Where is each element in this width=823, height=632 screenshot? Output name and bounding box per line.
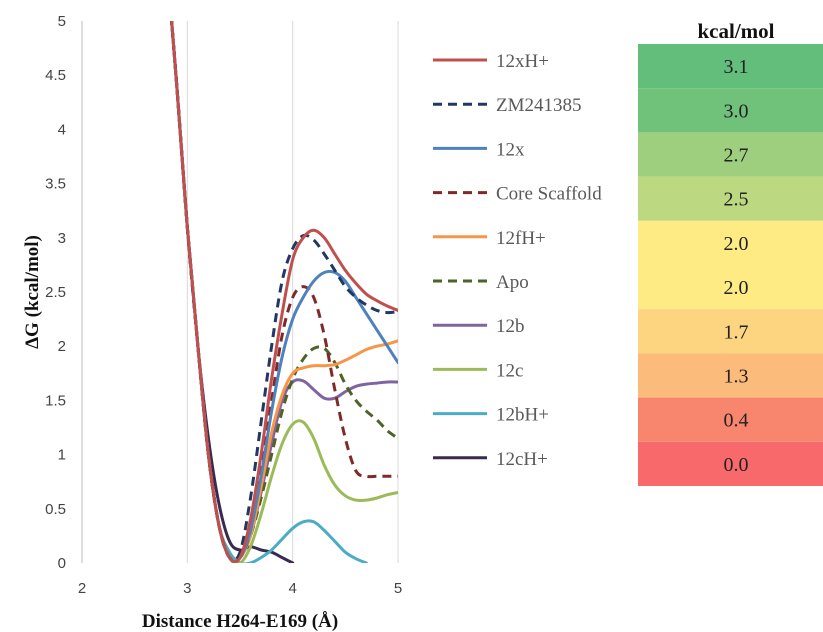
series-lines — [170, 21, 398, 563]
heat-cell — [638, 88, 823, 133]
heat-cell-label: 1.3 — [724, 366, 749, 388]
legend-label: Apo — [496, 272, 529, 293]
heat-cell — [638, 353, 823, 398]
legend-label: 12x — [496, 139, 525, 160]
legend-label: 12fH+ — [496, 228, 546, 249]
y-tick-label: 5 — [58, 13, 66, 30]
heat-cell-label: 0.0 — [724, 454, 749, 476]
heat-cell-label: 0.4 — [724, 410, 749, 432]
heat-cell-label: 1.7 — [724, 321, 749, 343]
y-tick-label: 1.5 — [45, 392, 66, 409]
y-tick-label: 3 — [58, 230, 66, 247]
heat-cell-label: 2.0 — [724, 277, 749, 299]
heat-cell — [638, 220, 823, 265]
x-axis-ticks: 2 3 4 5 — [78, 580, 402, 597]
y-tick-label: 2 — [58, 338, 66, 355]
heat-table: kcal/mol 3.1 3.0 2.7 2.5 2.0 2.0 1.7 1.3 0.4 0.0 — [638, 19, 823, 486]
series-line — [170, 21, 398, 563]
y-tick-label: 4.5 — [45, 67, 66, 84]
y-tick-label: 4 — [58, 121, 66, 138]
series-line — [170, 21, 295, 563]
series-line — [170, 21, 398, 563]
plot-area — [170, 21, 398, 563]
x-tick-label: 5 — [394, 580, 402, 597]
series-line — [170, 21, 398, 563]
y-tick-label: 0.5 — [45, 501, 66, 518]
heat-table-header: kcal/mol — [698, 19, 775, 43]
heat-cell — [638, 176, 823, 221]
x-tick-label: 3 — [183, 580, 191, 597]
heat-cell — [638, 44, 823, 89]
y-axis-title: ΔG (kcal/mol) — [22, 235, 43, 349]
series-line — [170, 21, 398, 563]
legend-label: 12b — [496, 316, 525, 337]
series-line — [170, 21, 398, 562]
legend-label: 12c — [496, 360, 523, 381]
heat-cell — [638, 397, 823, 442]
heat-cell — [638, 441, 823, 486]
heat-cell-label: 3.1 — [724, 56, 749, 78]
heat-cell — [638, 309, 823, 354]
x-axis-title: Distance H264-E169 (Å) — [142, 611, 338, 632]
y-tick-label: 1 — [58, 447, 66, 464]
legend-label: ZM241385 — [496, 95, 582, 116]
series-line — [170, 21, 398, 563]
heat-cell-label: 2.0 — [724, 233, 749, 255]
heat-cell-label: 3.0 — [724, 100, 749, 122]
heat-cell-label: 2.5 — [724, 189, 749, 211]
heat-cell — [638, 132, 823, 177]
x-tick-label: 4 — [288, 580, 296, 597]
series-line — [170, 21, 398, 563]
y-tick-label: 3.5 — [45, 176, 66, 193]
y-tick-label: 2.5 — [45, 284, 66, 301]
legend: 12xH+ ZM241385 12x Core Scaffold 12fH+ Apo 12b… — [433, 51, 602, 470]
y-axis-ticks: 0 0.5 1 1.5 2 2.5 3 3.5 4 4.5 5 — [45, 13, 66, 572]
legend-label: 12cH+ — [496, 449, 548, 470]
legend-label: 12xH+ — [496, 51, 549, 72]
legend-label: 12bH+ — [496, 405, 549, 426]
series-line — [170, 21, 398, 563]
series-line — [170, 21, 368, 563]
heat-cell — [638, 265, 823, 310]
y-tick-label: 0 — [58, 555, 66, 572]
legend-label: Core Scaffold — [496, 184, 602, 205]
x-tick-label: 2 — [78, 580, 86, 597]
gridlines — [81, 21, 399, 563]
heat-cell-label: 2.7 — [724, 145, 749, 167]
